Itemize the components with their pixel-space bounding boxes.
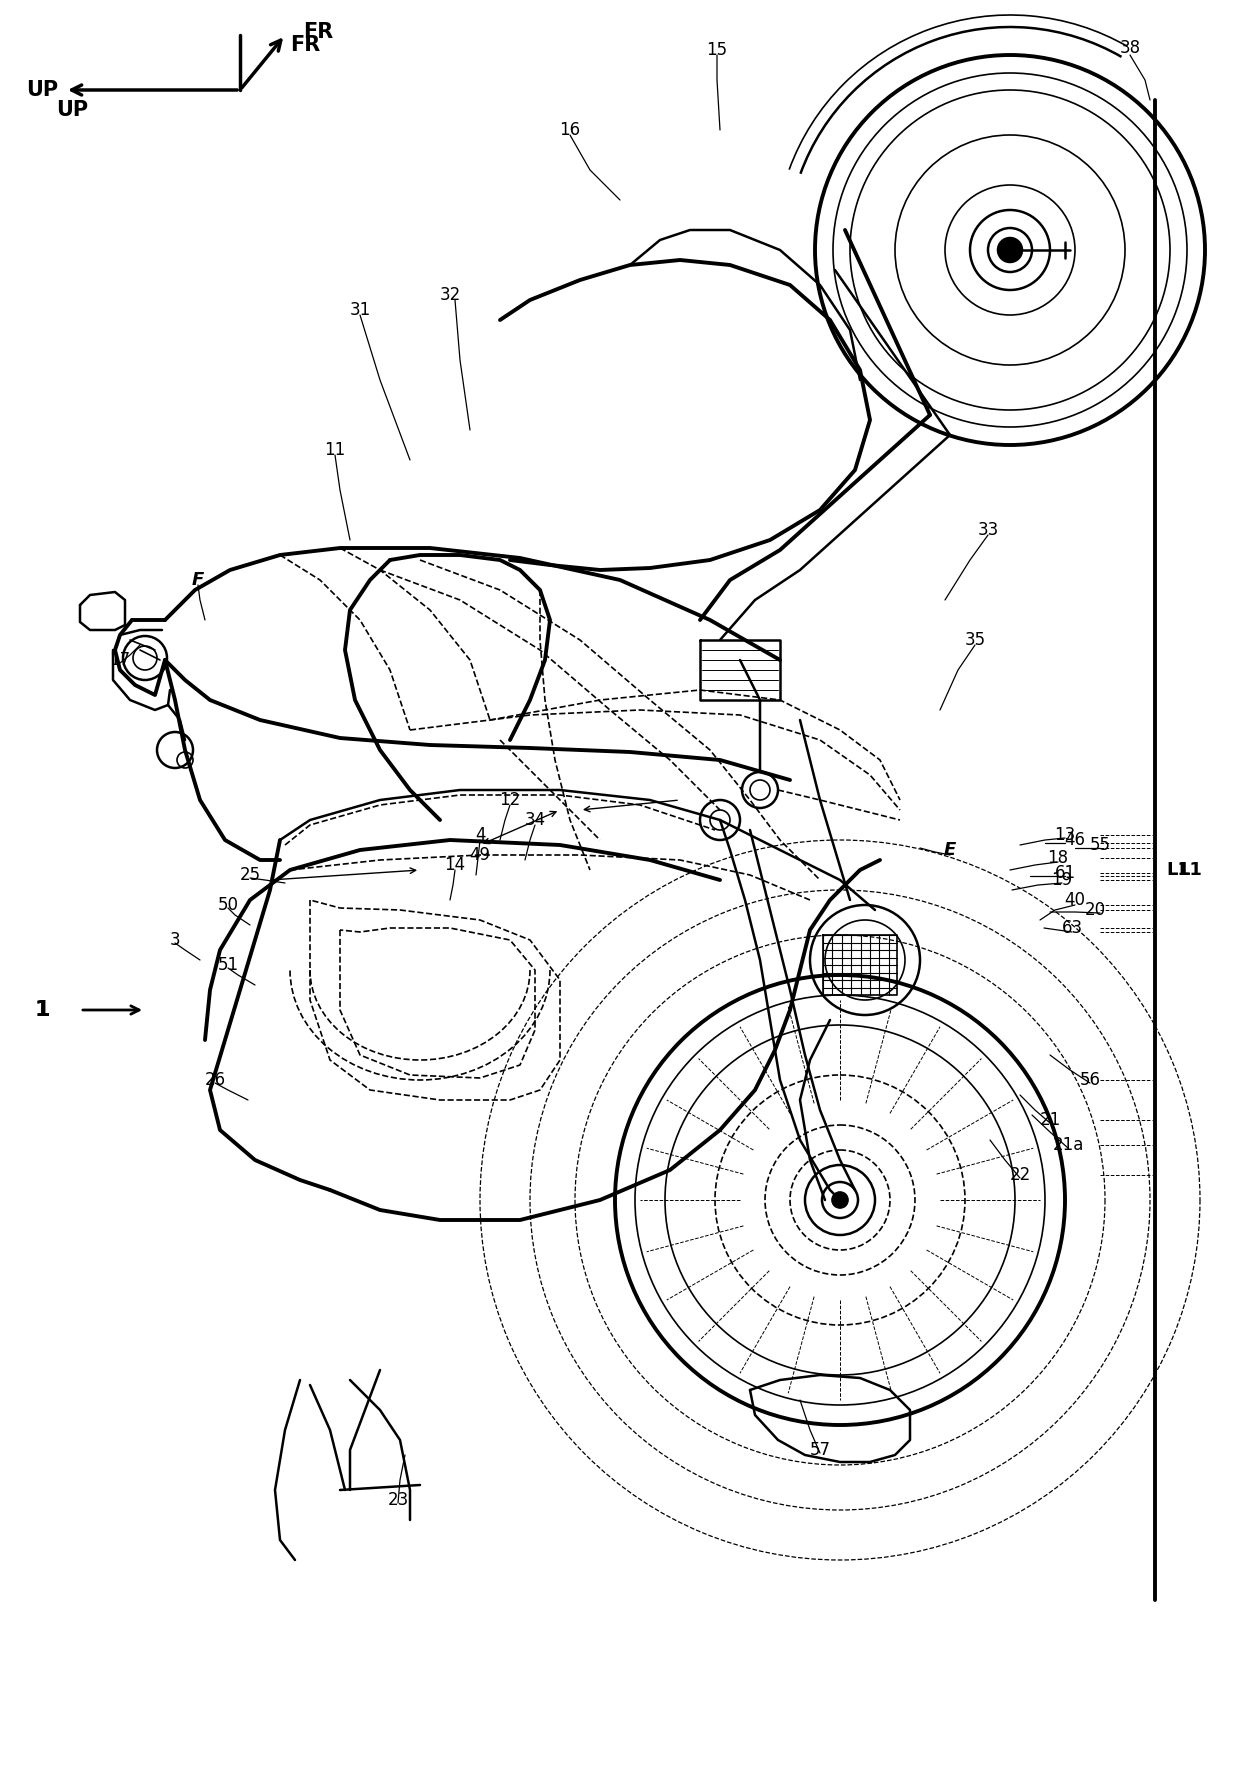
Text: 34: 34 <box>525 812 546 830</box>
Text: 61: 61 <box>1054 864 1075 882</box>
Text: L1: L1 <box>1166 860 1190 880</box>
Text: 23: 23 <box>387 1491 409 1509</box>
Text: 1: 1 <box>35 1000 50 1020</box>
Text: 56: 56 <box>1080 1072 1101 1090</box>
Text: 15: 15 <box>707 41 728 59</box>
Text: 3: 3 <box>170 932 180 950</box>
Text: 33: 33 <box>977 521 998 539</box>
Text: 51: 51 <box>217 955 238 975</box>
Text: FR: FR <box>303 22 334 41</box>
Text: 31: 31 <box>350 301 371 319</box>
Text: 46: 46 <box>1064 831 1085 849</box>
Text: 14: 14 <box>444 857 465 874</box>
Text: 26: 26 <box>205 1072 226 1090</box>
Text: UP: UP <box>26 81 58 100</box>
Text: 35: 35 <box>965 631 986 649</box>
Text: 63: 63 <box>1061 919 1083 937</box>
Text: 17: 17 <box>109 650 130 668</box>
Text: 32: 32 <box>439 287 460 305</box>
Text: 25: 25 <box>239 866 260 883</box>
Text: 50: 50 <box>217 896 238 914</box>
Text: 1: 1 <box>35 1000 50 1020</box>
Text: 13: 13 <box>1054 826 1075 844</box>
Text: UP: UP <box>56 100 88 120</box>
Text: 22: 22 <box>1009 1167 1030 1185</box>
Text: 40: 40 <box>1064 891 1085 909</box>
Text: E: E <box>944 840 956 858</box>
Text: 11: 11 <box>325 441 346 459</box>
Text: 16: 16 <box>559 122 580 140</box>
Text: 12: 12 <box>500 790 521 808</box>
Text: 21a: 21a <box>1053 1136 1084 1154</box>
Text: 20: 20 <box>1085 901 1106 919</box>
Circle shape <box>998 238 1022 262</box>
Text: 19: 19 <box>1052 871 1073 889</box>
Text: L1: L1 <box>1178 860 1202 880</box>
Text: 55: 55 <box>1090 837 1111 855</box>
Text: 38: 38 <box>1120 39 1141 57</box>
Text: 18: 18 <box>1048 849 1069 867</box>
Circle shape <box>832 1192 848 1208</box>
Text: 4: 4 <box>475 826 485 844</box>
Text: FR: FR <box>290 36 320 56</box>
Text: F: F <box>192 572 205 590</box>
Text: 21: 21 <box>1039 1111 1060 1129</box>
Text: 57: 57 <box>810 1441 831 1459</box>
Text: 49: 49 <box>470 846 491 864</box>
